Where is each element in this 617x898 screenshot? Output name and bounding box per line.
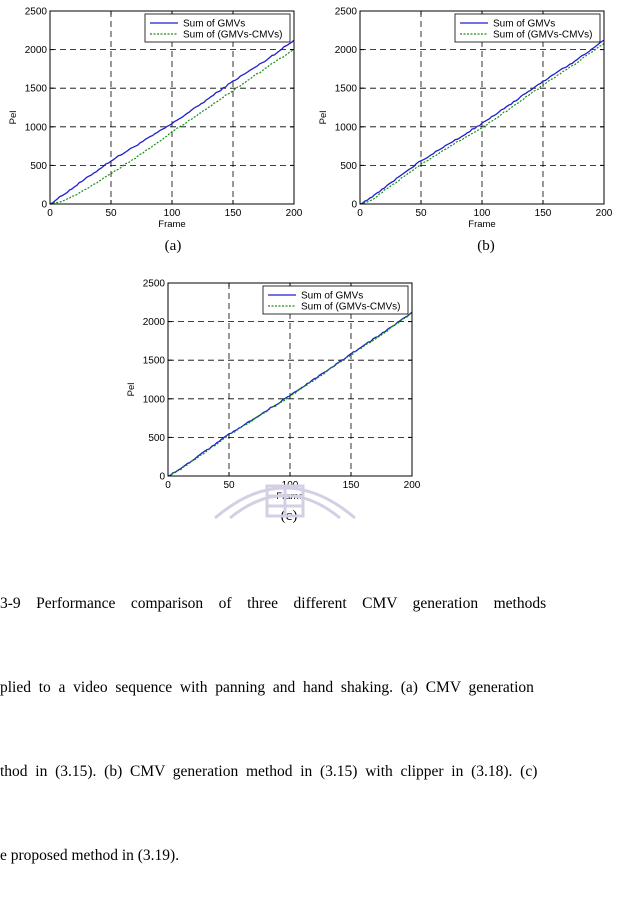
x-axis-label: Frame <box>468 219 495 230</box>
x-tick-label: 50 <box>223 480 235 491</box>
series-line-gmv <box>49 39 295 205</box>
y-tick-label: 2500 <box>335 7 358 18</box>
x-tick-label: 0 <box>357 208 363 219</box>
caption-line-2: plied to a video sequence with panning a… <box>0 679 534 696</box>
legend-label-diff: Sum of (GMVs-CMVs) <box>183 30 282 41</box>
y-tick-label: 1000 <box>335 122 358 133</box>
y-tick-label: 2500 <box>143 279 166 290</box>
y-tick-label: 1000 <box>25 122 48 133</box>
y-tick-label: 0 <box>159 472 165 483</box>
x-tick-label: 100 <box>474 208 491 219</box>
legend-label-diff: Sum of (GMVs-CMVs) <box>301 302 400 313</box>
legend-box <box>454 13 601 43</box>
y-tick-label: 500 <box>340 161 357 172</box>
legend-label-gmv: Sum of GMVs <box>493 19 555 30</box>
subfigure-label-b: (b) <box>477 238 495 254</box>
x-tick-label: 0 <box>47 208 53 219</box>
x-axis-label: Frame <box>158 219 185 230</box>
y-tick-label: 500 <box>30 161 47 172</box>
legend-box <box>262 285 409 315</box>
x-tick-label: 0 <box>165 480 171 491</box>
caption-line-3: thod in (3.15). (b) CMV generation metho… <box>0 763 538 780</box>
x-tick-label: 150 <box>535 208 552 219</box>
y-tick-label: 2500 <box>25 7 48 18</box>
x-tick-label: 150 <box>343 480 360 491</box>
y-tick-label: 0 <box>41 200 47 211</box>
series-line-diff <box>167 312 413 477</box>
y-axis-label: Pel <box>126 383 137 397</box>
y-tick-label: 1500 <box>25 84 48 95</box>
series-line-diff <box>49 49 295 205</box>
subfigure-label-a: (a) <box>164 238 182 254</box>
y-tick-label: 500 <box>148 433 165 444</box>
y-axis-label: Pel <box>318 111 329 125</box>
series-line-diff <box>359 42 605 205</box>
legend-label-diff: Sum of (GMVs-CMVs) <box>493 30 592 41</box>
y-tick-label: 2000 <box>143 317 166 328</box>
x-tick-label: 200 <box>286 208 303 219</box>
series-line-gmv <box>359 39 605 205</box>
figure-caption: 3-9 Performance comparison of three diff… <box>0 534 617 898</box>
y-tick-label: 1000 <box>143 394 166 405</box>
y-tick-label: 1500 <box>143 356 166 367</box>
chart-b: 0 50 100 150 20005001000150020002500FramePel… <box>318 7 613 231</box>
x-tick-label: 200 <box>404 480 421 491</box>
y-tick-label: 2000 <box>335 45 358 56</box>
x-tick-label: 200 <box>596 208 613 219</box>
y-tick-label: 0 <box>351 200 357 211</box>
caption-line-1: 3-9 Performance comparison of three diff… <box>0 595 547 612</box>
x-tick-label: 150 <box>225 208 242 219</box>
x-tick-label: 50 <box>415 208 427 219</box>
caption-line-4: e proposed method in (3.19). <box>0 847 180 864</box>
x-tick-label: 50 <box>105 208 117 219</box>
y-axis-label: Pel <box>8 111 19 125</box>
legend-label-gmv: Sum of GMVs <box>301 291 363 302</box>
chart-a: 0 50 100 150 20005001000150020002500FramePel… <box>8 7 303 231</box>
university-seal-watermark <box>214 484 356 520</box>
x-tick-label: 100 <box>164 208 181 219</box>
y-tick-label: 1500 <box>335 84 358 95</box>
legend-label-gmv: Sum of GMVs <box>183 19 245 30</box>
legend-box <box>144 13 291 43</box>
y-tick-label: 2000 <box>25 45 48 56</box>
